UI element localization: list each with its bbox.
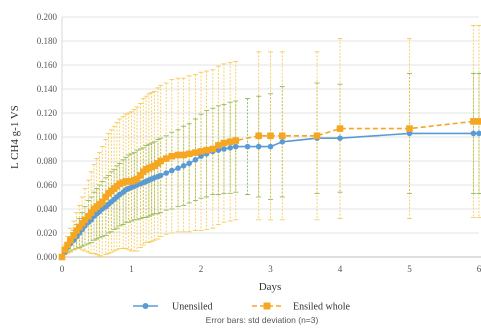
x-tick-label: 0 xyxy=(60,264,65,274)
data-point-unensiled xyxy=(175,165,181,171)
data-point-ensiled-whole xyxy=(267,132,274,140)
data-point-ensiled-whole xyxy=(73,227,80,234)
legend-marker-ensiled-whole xyxy=(263,302,271,310)
y-tick-label: 0.120 xyxy=(37,108,58,118)
data-point-ensiled-whole xyxy=(76,223,83,231)
data-point-unensiled xyxy=(232,143,239,150)
data-point-ensiled-whole xyxy=(470,118,477,125)
data-point-ensiled-whole xyxy=(87,209,95,216)
data-point-ensiled-whole xyxy=(64,241,71,249)
error-bars-caption: Error bars: std deviation (n=3) xyxy=(206,315,319,325)
data-point-ensiled-whole xyxy=(336,125,344,132)
data-point-unensiled xyxy=(470,130,477,137)
data-point-ensiled-whole xyxy=(475,118,481,125)
x-tick-label: 4 xyxy=(338,264,343,274)
data-point-ensiled-whole xyxy=(180,151,187,159)
x-tick-label: 6 xyxy=(477,264,481,274)
y-tick-label: 0.040 xyxy=(37,204,58,214)
x-tick-label: 1 xyxy=(129,264,134,274)
data-point-ensiled-whole xyxy=(58,253,66,261)
y-tick-label: 0.140 xyxy=(37,84,58,94)
data-point-ensiled-whole xyxy=(185,150,193,158)
data-point-unensiled xyxy=(215,147,222,153)
y-tick-label: 0.180 xyxy=(37,36,58,46)
data-point-unensiled xyxy=(244,143,251,150)
data-point-unensiled xyxy=(476,130,481,137)
y-tick-label: 0.200 xyxy=(37,12,58,22)
data-point-unensiled xyxy=(337,135,343,141)
data-point-ensiled-whole xyxy=(151,162,158,170)
data-point-ensiled-whole xyxy=(313,132,321,140)
axes xyxy=(61,17,481,258)
data-point-ensiled-whole xyxy=(255,132,262,140)
y-tick-label: 0.160 xyxy=(37,60,58,70)
data-point-ensiled-whole xyxy=(78,220,86,227)
series-line-unensiled xyxy=(61,132,479,258)
data-point-ensiled-whole xyxy=(406,125,413,132)
y-tick-label: 0.060 xyxy=(37,180,58,190)
data-point-ensiled-whole xyxy=(232,137,240,144)
data-point-ensiled-whole xyxy=(67,236,74,244)
data-point-ensiled-whole xyxy=(209,145,217,153)
data-point-unensiled xyxy=(406,130,413,137)
data-point-ensiled-whole xyxy=(133,175,141,183)
data-point-ensiled-whole xyxy=(61,246,69,254)
data-point-unensiled xyxy=(169,167,175,174)
data-point-ensiled-whole xyxy=(226,138,234,146)
data-point-ensiled-whole xyxy=(162,155,170,162)
data-point-ensiled-whole xyxy=(99,198,106,206)
data-point-unensiled xyxy=(198,153,204,159)
data-point-unensiled xyxy=(180,163,187,169)
y-axis-title: L CH4 g-1 VS xyxy=(9,105,21,169)
data-point-ensiled-whole xyxy=(174,151,182,159)
data-point-ensiled-whole xyxy=(203,146,210,154)
data-point-unensiled xyxy=(186,160,192,167)
data-point-ensiled-whole xyxy=(197,148,205,155)
series-markers xyxy=(58,118,481,261)
y-tick-label: 0.100 xyxy=(37,132,58,142)
data-point-unensiled xyxy=(192,157,199,163)
data-point-ensiled-whole xyxy=(85,212,92,220)
data-point-ensiled-whole xyxy=(70,232,78,239)
legend-item-unensiled: Unensiled xyxy=(133,302,213,313)
data-point-unensiled xyxy=(163,170,170,176)
data-point-ensiled-whole xyxy=(168,152,176,160)
data-point-ensiled-whole xyxy=(220,139,228,147)
legend-label-ensiled-whole: Ensiled whole xyxy=(293,302,350,313)
data-point-ensiled-whole xyxy=(81,216,89,224)
data-point-ensiled-whole xyxy=(137,172,144,179)
x-tick-label: 2 xyxy=(199,264,204,274)
data-point-unensiled xyxy=(157,172,164,179)
legend-label-unensiled: Unensiled xyxy=(172,302,213,313)
x-tick-label: 5 xyxy=(407,264,412,274)
y-tick-label: 0.000 xyxy=(37,252,58,262)
data-point-ensiled-whole xyxy=(157,157,164,165)
data-point-ensiled-whole xyxy=(279,132,286,140)
tick-labels: 0.000 0.020 0.040 0.060 0.080 0.100 0.120 0.140… xyxy=(37,12,481,274)
legend: Unensiled Ensiled whole xyxy=(133,302,350,313)
data-point-unensiled xyxy=(255,143,262,150)
legend-marker-unensiled xyxy=(142,303,149,309)
data-point-ensiled-whole xyxy=(215,142,222,149)
y-tick-label: 0.020 xyxy=(37,228,58,238)
data-point-ensiled-whole xyxy=(192,149,199,156)
data-point-ensiled-whole xyxy=(102,193,110,201)
x-axis-title: Days xyxy=(259,281,282,293)
data-point-unensiled xyxy=(227,145,233,151)
y-tick-label: 0.080 xyxy=(37,156,58,166)
data-point-unensiled xyxy=(221,146,227,152)
legend-item-ensiled-whole: Ensiled whole xyxy=(252,302,350,313)
x-tick-label: 3 xyxy=(268,264,273,274)
data-point-ensiled-whole xyxy=(116,180,123,188)
error-bars xyxy=(62,24,481,258)
data-point-unensiled xyxy=(279,139,286,145)
data-point-unensiled xyxy=(267,143,274,150)
